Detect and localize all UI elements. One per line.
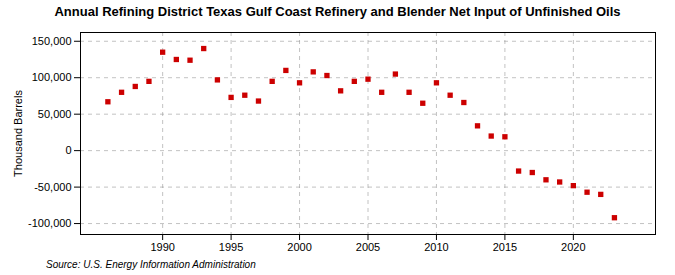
svg-text:50,000: 50,000 [38,108,72,120]
svg-text:2010: 2010 [424,241,448,253]
svg-text:2020: 2020 [561,241,585,253]
svg-text:1990: 1990 [150,241,174,253]
svg-text:-100,000: -100,000 [28,217,71,229]
svg-text:100,000: 100,000 [32,71,72,83]
svg-text:-50,000: -50,000 [34,181,71,193]
html-text:Source: U.S. Energy Informatio: Source: U.S. Energy Information Administ… [46,259,256,270]
html-text:Annual Refining District Texas: Annual Refining District Texas Gulf Coas… [54,4,621,19]
svg-text:Thousand Barrels: Thousand Barrels [12,90,24,177]
svg-text:2000: 2000 [287,241,311,253]
svg-text:1995: 1995 [219,241,243,253]
svg-text:150,000: 150,000 [32,35,72,47]
svg-text:0: 0 [65,144,71,156]
svg-text:2015: 2015 [493,241,517,253]
svg-text:2005: 2005 [356,241,380,253]
